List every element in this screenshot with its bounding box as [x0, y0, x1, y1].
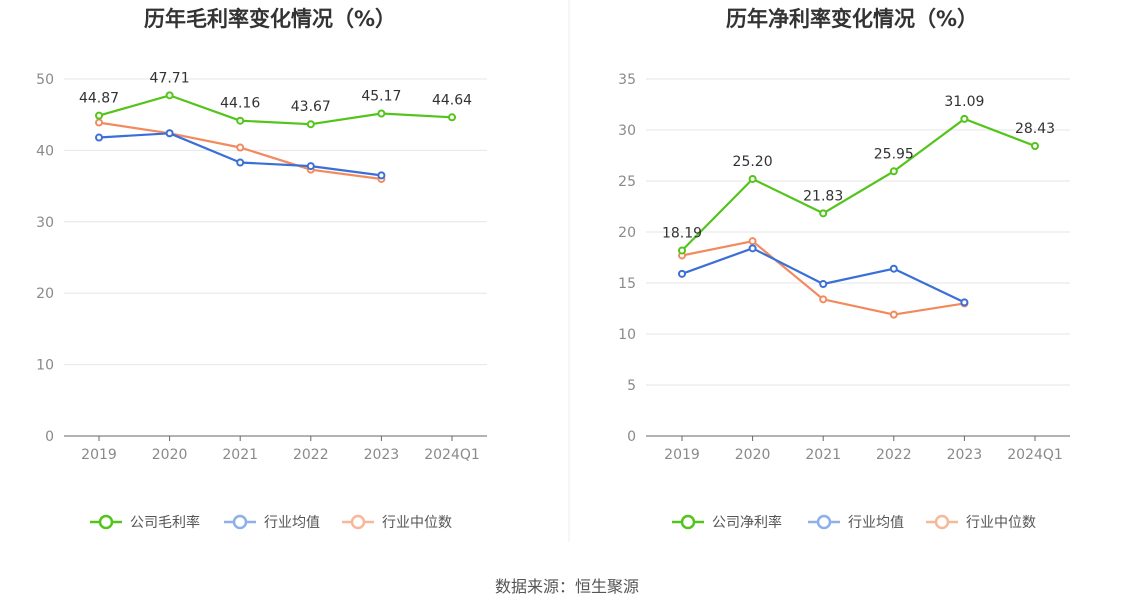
data-point [889, 167, 898, 176]
legend-swatch-marker [680, 514, 696, 530]
y-tick-label: 0 [45, 429, 54, 445]
data-point [377, 109, 386, 118]
y-tick-label: 50 [36, 72, 54, 88]
legend-swatch-marker [232, 514, 248, 530]
legend-swatch-marker [816, 514, 832, 530]
y-tick-label: 5 [627, 378, 636, 394]
data-point [236, 116, 245, 125]
data-point [748, 244, 757, 253]
y-tick-label: 25 [618, 174, 636, 190]
legend-label: 行业均值 [264, 515, 320, 531]
series-line-2 [98, 132, 382, 177]
data-label: 45.17 [361, 88, 401, 104]
legend-swatch-marker [98, 514, 114, 530]
data-point [960, 298, 969, 307]
data-point [306, 120, 315, 129]
source-note: 数据来源：恒生聚源 [495, 577, 639, 596]
data-point [960, 114, 969, 123]
legend-label: 行业中位数 [966, 515, 1036, 531]
series-line-3 [681, 240, 965, 316]
y-tick-label: 35 [618, 72, 636, 88]
data-point [236, 143, 245, 152]
data-label: 47.71 [150, 70, 190, 86]
x-tick-label: 2023 [947, 447, 983, 463]
y-tick-label: 10 [36, 358, 54, 374]
data-label: 44.87 [79, 91, 119, 107]
data-point [819, 209, 828, 218]
x-tick-label: 2019 [664, 447, 700, 463]
data-point [377, 171, 386, 180]
y-tick-label: 40 [36, 143, 54, 159]
x-tick-label: 2022 [876, 447, 912, 463]
x-tick-label: 2024Q1 [1007, 447, 1063, 463]
data-point [165, 91, 174, 100]
data-label: 44.64 [432, 92, 472, 108]
data-point [95, 118, 103, 127]
data-point [889, 310, 898, 319]
legend-swatch-marker [350, 514, 366, 530]
chart-title: 历年净利率变化情况（%） [726, 7, 978, 31]
y-tick-label: 15 [618, 276, 636, 292]
data-point [165, 129, 174, 138]
chart-1: 历年毛利率变化情况（%） 0 10 20 30 40 50 2019 2020 2021 2022 2… [36, 7, 487, 531]
y-tick-label: 30 [36, 215, 54, 231]
x-tick-label: 2023 [364, 447, 400, 463]
data-label: 18.19 [662, 225, 702, 241]
data-point [678, 246, 686, 255]
x-tick-label: 2019 [81, 447, 117, 463]
x-tick-label: 2022 [293, 447, 329, 463]
data-point [1031, 142, 1039, 151]
x-tick-label: 2020 [735, 447, 771, 463]
x-tick-label: 2020 [152, 447, 188, 463]
data-point [819, 295, 828, 304]
data-label: 31.09 [944, 94, 984, 110]
data-point [748, 174, 757, 183]
data-label: 21.83 [803, 188, 843, 204]
legend-label: 行业中位数 [382, 515, 452, 531]
data-point [678, 269, 686, 278]
data-label: 43.67 [291, 99, 331, 115]
series-line-1 [98, 94, 453, 126]
y-tick-label: 20 [618, 225, 636, 241]
y-tick-label: 10 [618, 327, 636, 343]
data-point [819, 280, 828, 289]
series-line-1 [681, 117, 1036, 252]
data-label: 44.16 [220, 96, 260, 112]
data-point [306, 162, 315, 171]
series-line-2 [681, 247, 965, 304]
legend-label: 公司毛利率 [130, 514, 200, 531]
data-point [236, 158, 245, 167]
data-label: 25.20 [733, 154, 773, 170]
chart-2: 历年净利率变化情况（%） 0 5 10 15 20 25 30 35 2019 2020 2021 20… [618, 7, 1070, 531]
y-tick-label: 0 [627, 429, 636, 445]
data-point [95, 133, 103, 142]
x-tick-label: 2021 [805, 447, 841, 463]
legend-swatch-marker [934, 514, 950, 530]
data-label: 25.95 [874, 146, 914, 162]
data-point [748, 237, 757, 246]
x-tick-label: 2024Q1 [424, 447, 480, 463]
legend-label: 公司净利率 [712, 514, 782, 531]
legend-label: 行业均值 [848, 515, 904, 531]
data-point [889, 264, 898, 273]
data-point [95, 111, 103, 120]
data-label: 28.43 [1015, 121, 1055, 137]
data-point [448, 113, 456, 122]
y-tick-label: 30 [618, 123, 636, 139]
y-tick-label: 20 [36, 286, 54, 302]
chart-title: 历年毛利率变化情况（%） [144, 7, 396, 31]
x-tick-label: 2021 [222, 447, 258, 463]
